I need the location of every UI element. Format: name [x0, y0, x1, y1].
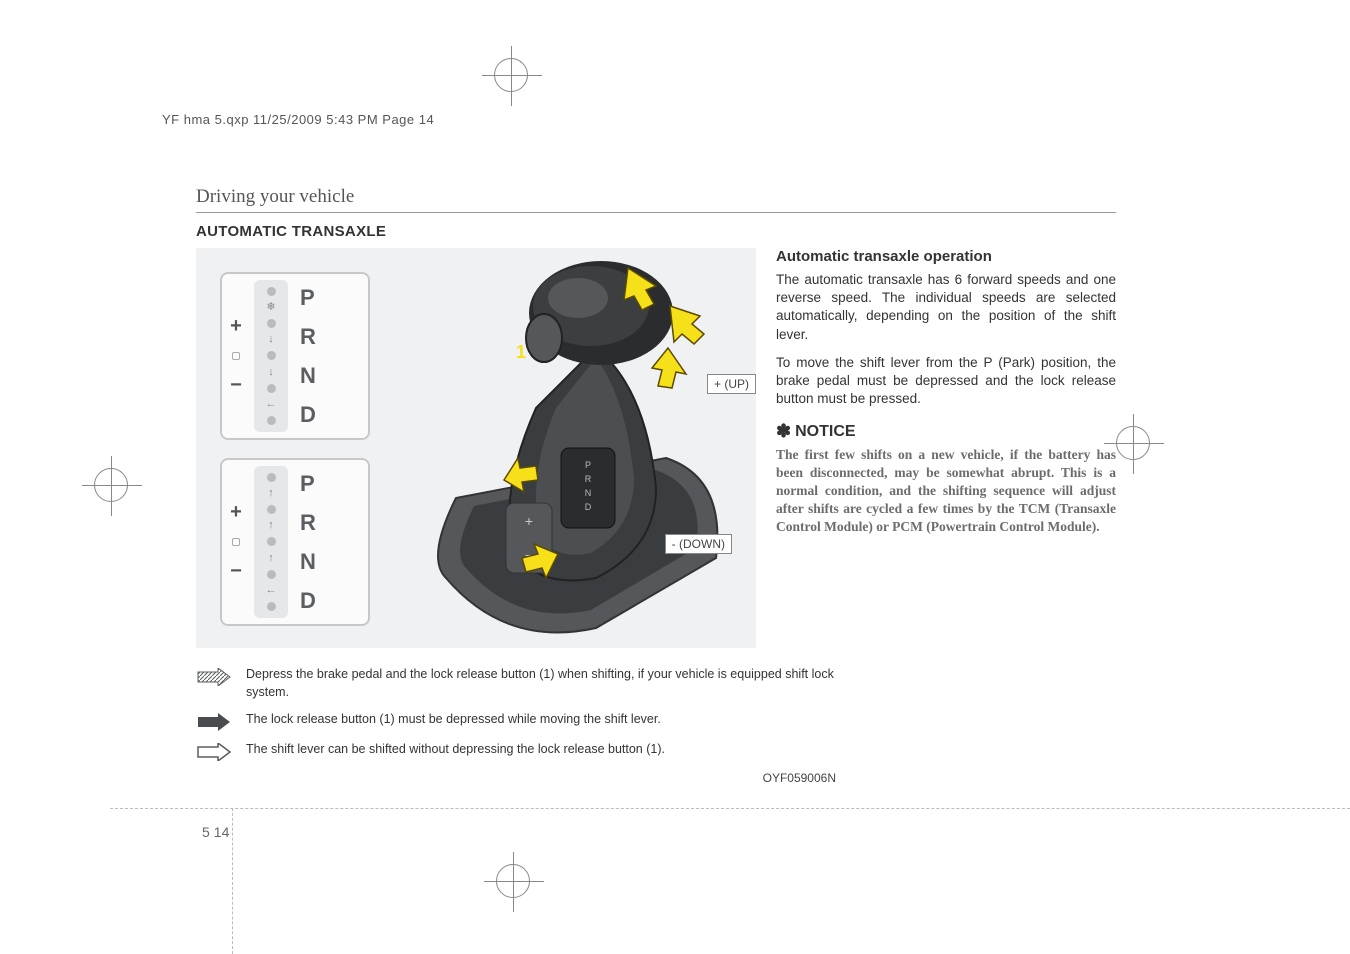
up-label: + (UP): [707, 374, 756, 394]
hatch-arrow-icon: [196, 668, 232, 686]
gear-indicator-b: + − ↑ ↑ ↑ ← P R: [220, 458, 370, 626]
legend-text: The lock release button (1) must be depr…: [246, 711, 836, 729]
plus-icon: +: [230, 315, 242, 338]
gear-letters-b: P R N D: [292, 460, 368, 624]
plus-minus-rocker: + −: [222, 274, 250, 438]
plus-icon: +: [230, 501, 242, 524]
svg-text:N: N: [585, 488, 592, 498]
svg-text:+: +: [525, 513, 533, 529]
operation-subhead: Automatic transaxle operation: [776, 248, 1116, 265]
crop-mark-left: [94, 468, 128, 502]
notice-label: NOTICE: [795, 423, 855, 440]
minus-icon: −: [230, 560, 242, 583]
operation-para2: To move the shift lever from the P (Park…: [776, 354, 1116, 409]
asterisk-icon: ✽: [776, 421, 791, 441]
shift-lever-illustration: P R N D + − 1: [396, 248, 756, 648]
gear-p: P: [300, 285, 368, 311]
outline-arrow-icon: [196, 743, 232, 761]
section-title: AUTOMATIC TRANSAXLE: [196, 223, 1116, 240]
operation-para1: The automatic transaxle has 6 forward sp…: [776, 271, 1116, 344]
file-header: YF hma 5.qxp 11/25/2009 5:43 PM Page 14: [162, 112, 434, 127]
notice-heading: ✽NOTICE: [776, 421, 1116, 442]
gear-r: R: [300, 510, 368, 536]
running-head: Driving your vehicle: [196, 186, 1116, 213]
minus-icon: −: [230, 374, 242, 397]
page-content: Driving your vehicle AUTOMATIC TRANSAXLE…: [196, 186, 1116, 785]
legend-row: Depress the brake pedal and the lock rel…: [196, 666, 836, 701]
gear-d: D: [300, 588, 368, 614]
gear-n: N: [300, 363, 368, 389]
text-column: Automatic transaxle operation The automa…: [776, 248, 1116, 785]
gear-indicator-a: + − ❄ ↓ ↓ ← P R: [220, 272, 370, 440]
button-callout-1: 1: [516, 342, 526, 362]
rocker-dot-icon: [232, 538, 240, 546]
down-label: - (DOWN): [665, 534, 732, 554]
gear-d: D: [300, 402, 368, 428]
legend-text: The shift lever can be shifted without d…: [246, 741, 836, 759]
rocker-dot-icon: [232, 352, 240, 360]
transaxle-figure: + − ❄ ↓ ↓ ← P R: [196, 248, 756, 648]
trim-line-h: [110, 808, 1350, 809]
page-number-value: 14: [214, 824, 230, 840]
legend-row: The shift lever can be shifted without d…: [196, 741, 836, 761]
svg-text:D: D: [585, 502, 592, 512]
gear-letters-a: P R N D: [292, 274, 368, 438]
svg-text:P: P: [585, 460, 591, 470]
crop-mark-bottom: [496, 864, 530, 898]
trim-line-v: [232, 808, 233, 954]
legend-row: The lock release button (1) must be depr…: [196, 711, 836, 731]
figure-column: + − ❄ ↓ ↓ ← P R: [196, 248, 756, 785]
gear-r: R: [300, 324, 368, 350]
chapter-number: 5: [202, 824, 210, 840]
figure-reference: OYF059006N: [196, 771, 836, 785]
crop-mark-top: [494, 58, 528, 92]
figure-legend: Depress the brake pedal and the lock rel…: [196, 666, 836, 761]
gear-track-icons: ❄ ↓ ↓ ←: [254, 280, 288, 432]
svg-text:R: R: [585, 474, 592, 484]
solid-arrow-icon: [196, 713, 232, 731]
gear-track-icons: ↑ ↑ ↑ ←: [254, 466, 288, 618]
plus-minus-rocker: + −: [222, 460, 250, 624]
gear-n: N: [300, 549, 368, 575]
page-number: 514: [202, 824, 229, 840]
gear-p: P: [300, 471, 368, 497]
notice-body: The first few shifts on a new vehicle, i…: [776, 446, 1116, 537]
crop-mark-right: [1116, 426, 1150, 460]
legend-text: Depress the brake pedal and the lock rel…: [246, 666, 836, 701]
